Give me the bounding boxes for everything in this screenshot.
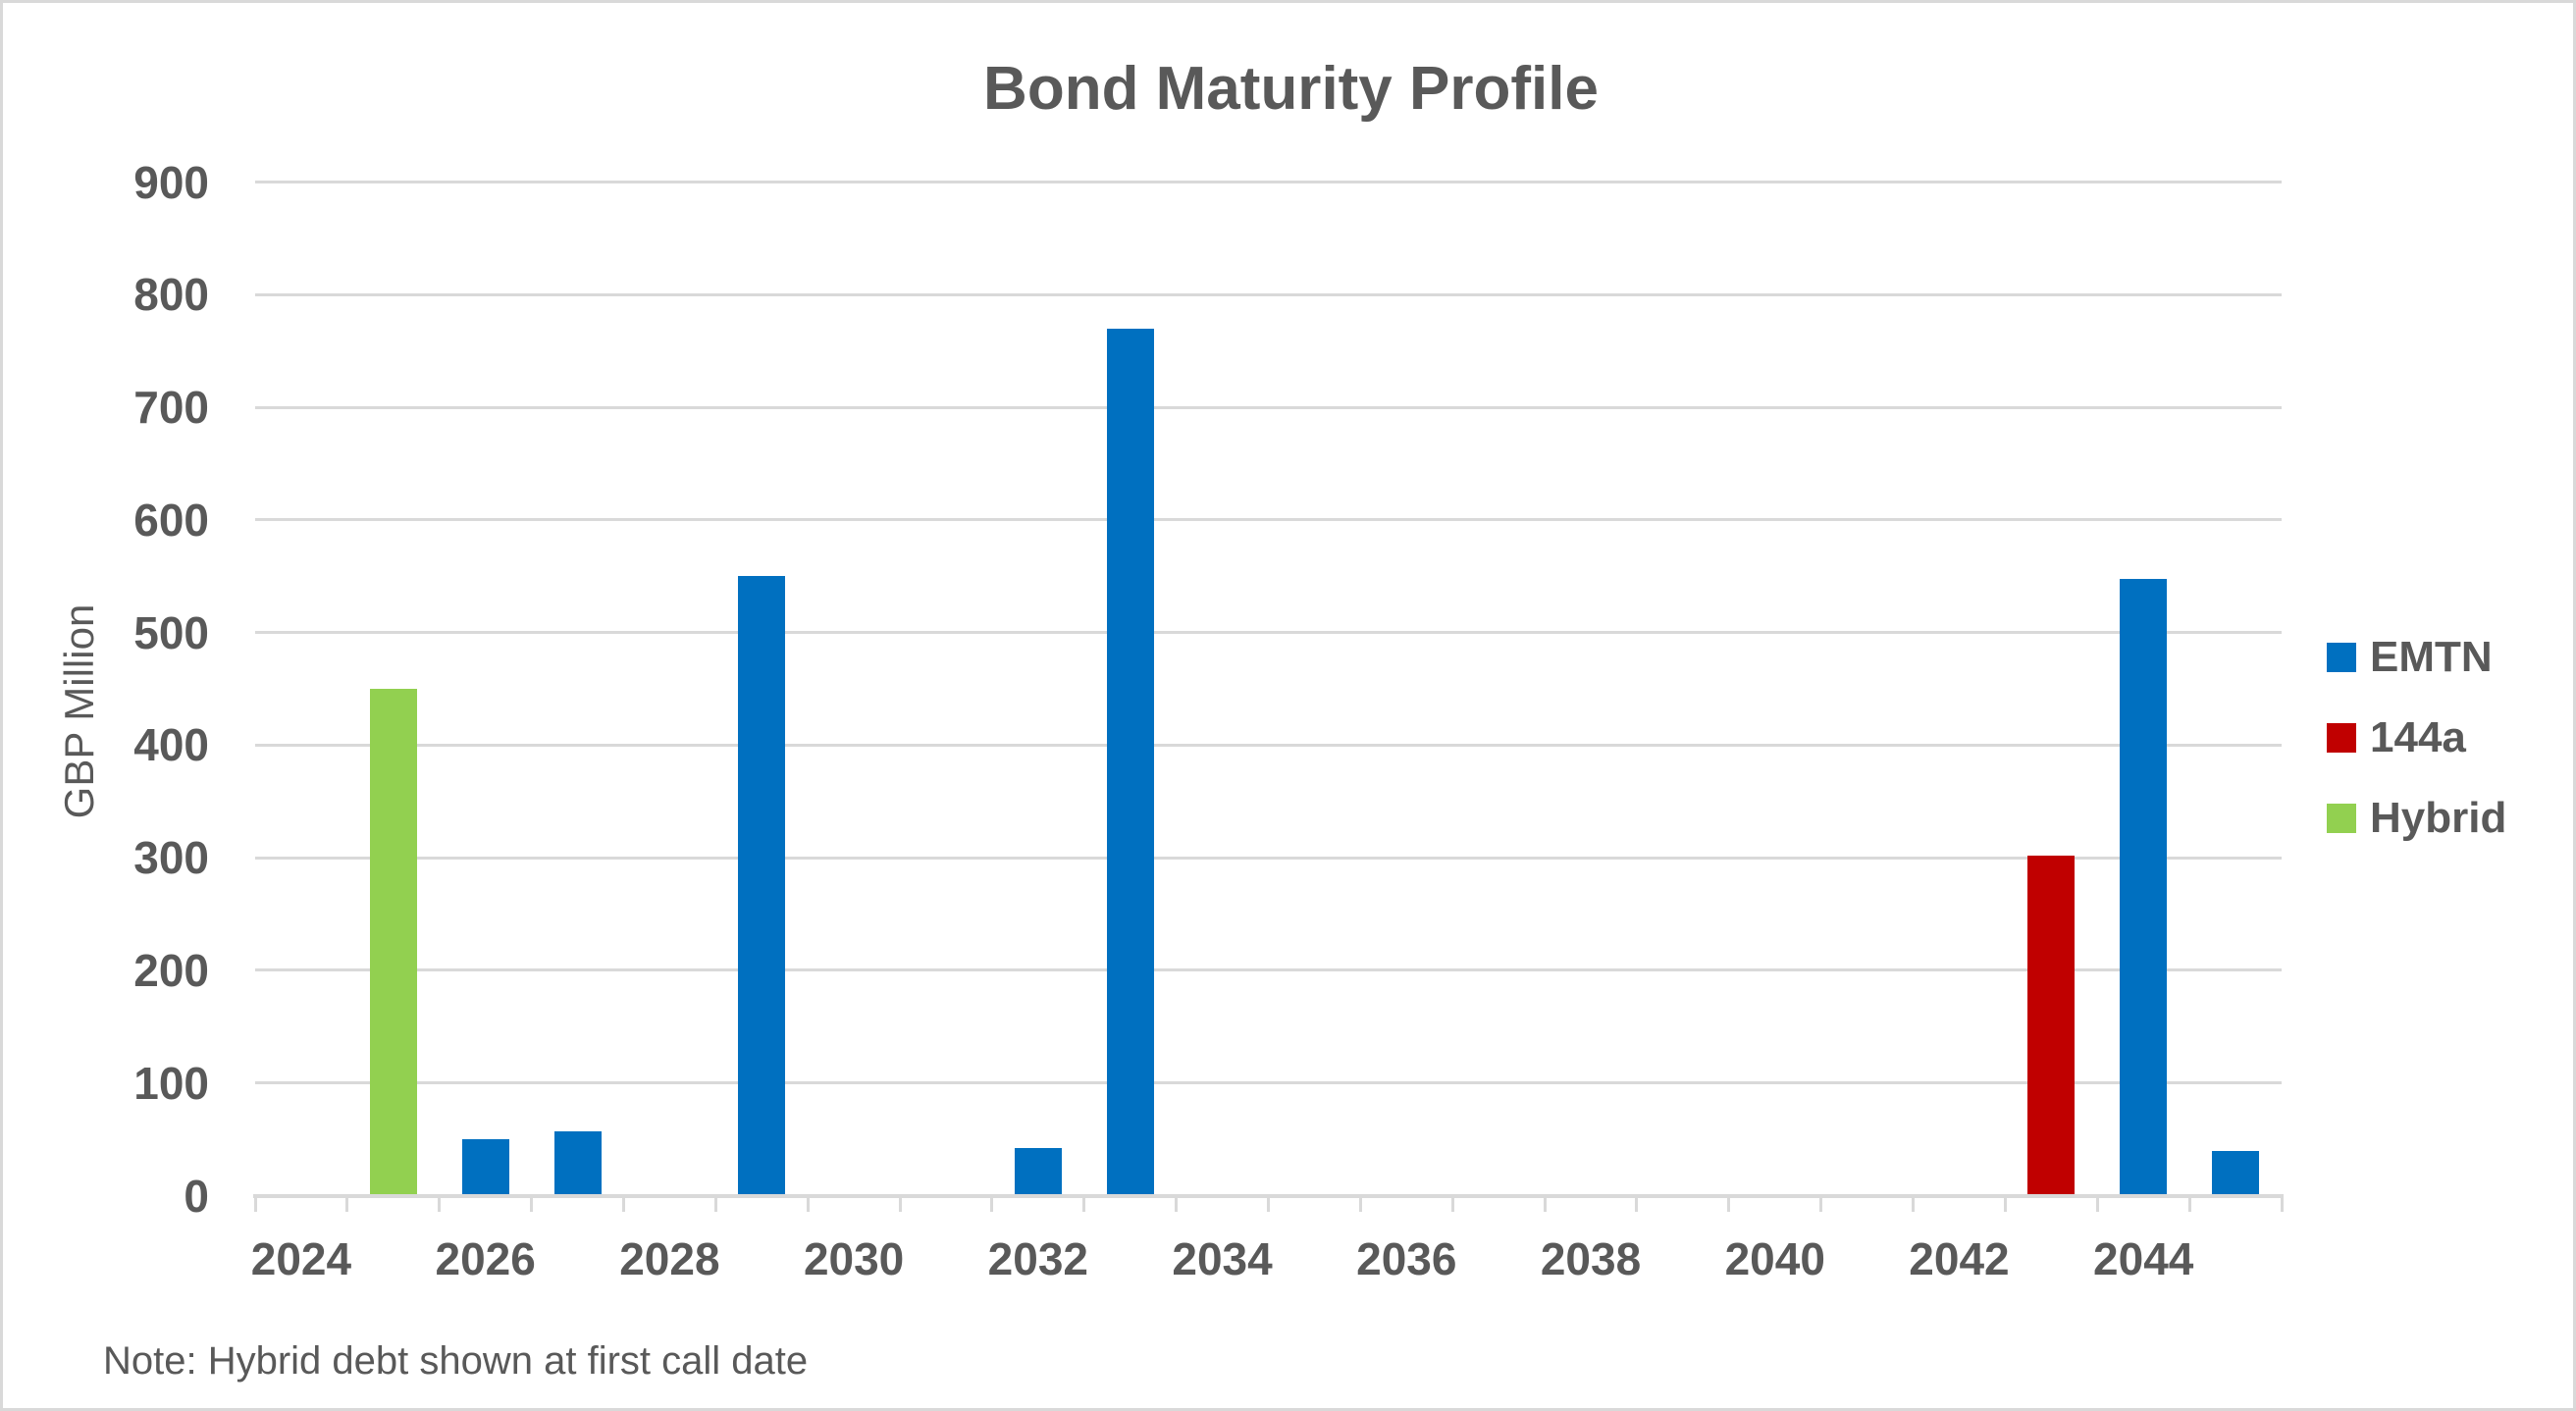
x-tick-label-2030: 2030 bbox=[803, 1233, 905, 1284]
x-tick-label-2038: 2038 bbox=[1540, 1233, 1642, 1284]
y-tick-label-0: 0 bbox=[184, 1170, 209, 1222]
gridline-800 bbox=[255, 292, 2282, 296]
x-tick-22 bbox=[2280, 1194, 2284, 1212]
x-tick-5 bbox=[713, 1194, 717, 1212]
legend-label-emtn: EMTN bbox=[2370, 633, 2493, 681]
legend-swatch-144a bbox=[2327, 723, 2356, 753]
legend-item-hybrid: Hybrid bbox=[2327, 796, 2506, 841]
bar-emtn-2033 bbox=[1106, 328, 1154, 1196]
gridline-500 bbox=[255, 631, 2282, 635]
legend-item-144a: 144a bbox=[2327, 715, 2506, 760]
gridline-600 bbox=[255, 518, 2282, 522]
legend-swatch-emtn bbox=[2327, 643, 2356, 672]
bar-144a-2043 bbox=[2027, 855, 2076, 1196]
x-tick-9 bbox=[1082, 1194, 1086, 1212]
x-tick-20 bbox=[2095, 1194, 2099, 1212]
chart-title: Bond Maturity Profile bbox=[983, 55, 1599, 123]
gridline-100 bbox=[255, 1081, 2282, 1085]
x-tick-14 bbox=[1543, 1194, 1547, 1212]
x-tick-0 bbox=[253, 1194, 257, 1212]
y-tick-label-200: 200 bbox=[133, 944, 209, 996]
x-tick-13 bbox=[1450, 1194, 1454, 1212]
x-tick-15 bbox=[1635, 1194, 1639, 1212]
x-tick-label-2032: 2032 bbox=[987, 1233, 1088, 1284]
y-tick-label-600: 600 bbox=[133, 494, 209, 546]
x-tick-6 bbox=[806, 1194, 810, 1212]
x-tick-21 bbox=[2187, 1194, 2191, 1212]
legend-swatch-hybrid bbox=[2327, 804, 2356, 833]
legend-item-emtn: EMTN bbox=[2327, 635, 2506, 680]
gridline-700 bbox=[255, 405, 2282, 409]
bar-emtn-2029 bbox=[738, 576, 786, 1196]
x-tick-label-2044: 2044 bbox=[2093, 1233, 2194, 1284]
x-tick-label-2024: 2024 bbox=[250, 1233, 352, 1284]
bar-emtn-2045 bbox=[2212, 1150, 2260, 1196]
x-tick-label-2034: 2034 bbox=[1172, 1233, 1273, 1284]
y-tick-label-700: 700 bbox=[133, 382, 209, 434]
x-tick-12 bbox=[1358, 1194, 1362, 1212]
bar-emtn-2027 bbox=[553, 1131, 602, 1196]
x-tick-label-2042: 2042 bbox=[1909, 1233, 2010, 1284]
footnote: Note: Hybrid debt shown at first call da… bbox=[103, 1339, 809, 1383]
y-tick-label-500: 500 bbox=[133, 606, 209, 658]
gridline-200 bbox=[255, 968, 2282, 972]
x-tick-3 bbox=[530, 1194, 534, 1212]
x-tick-17 bbox=[1819, 1194, 1823, 1212]
legend-label-hybrid: Hybrid bbox=[2370, 794, 2507, 842]
x-tick-7 bbox=[898, 1194, 902, 1212]
bar-emtn-2044 bbox=[2120, 578, 2168, 1196]
x-tick-4 bbox=[621, 1194, 625, 1212]
y-tick-label-900: 900 bbox=[133, 156, 209, 208]
y-tick-label-100: 100 bbox=[133, 1057, 209, 1109]
x-tick-19 bbox=[2003, 1194, 2007, 1212]
x-tick-11 bbox=[1267, 1194, 1270, 1212]
y-tick-label-400: 400 bbox=[133, 719, 209, 771]
x-tick-label-2026: 2026 bbox=[435, 1233, 536, 1284]
x-tick-1 bbox=[345, 1194, 349, 1212]
legend-label-144a: 144a bbox=[2370, 713, 2466, 761]
x-tick-label-2028: 2028 bbox=[619, 1233, 720, 1284]
x-tick-label-2040: 2040 bbox=[1724, 1233, 1825, 1284]
x-tick-16 bbox=[1727, 1194, 1731, 1212]
bar-hybrid-2025 bbox=[369, 689, 417, 1196]
x-tick-18 bbox=[1912, 1194, 1916, 1212]
y-tick-label-800: 800 bbox=[133, 269, 209, 321]
x-tick-label-2036: 2036 bbox=[1356, 1233, 1457, 1284]
gridline-300 bbox=[255, 856, 2282, 860]
bar-emtn-2032 bbox=[1014, 1148, 1062, 1196]
gridline-900 bbox=[255, 181, 2282, 183]
x-tick-10 bbox=[1175, 1194, 1179, 1212]
gridline-400 bbox=[255, 743, 2282, 747]
y-tick-label-300: 300 bbox=[133, 832, 209, 884]
legend: EMTN 144a Hybrid bbox=[2327, 635, 2506, 876]
x-tick-2 bbox=[438, 1194, 442, 1212]
bar-emtn-2026 bbox=[461, 1139, 509, 1196]
x-tick-8 bbox=[990, 1194, 994, 1212]
